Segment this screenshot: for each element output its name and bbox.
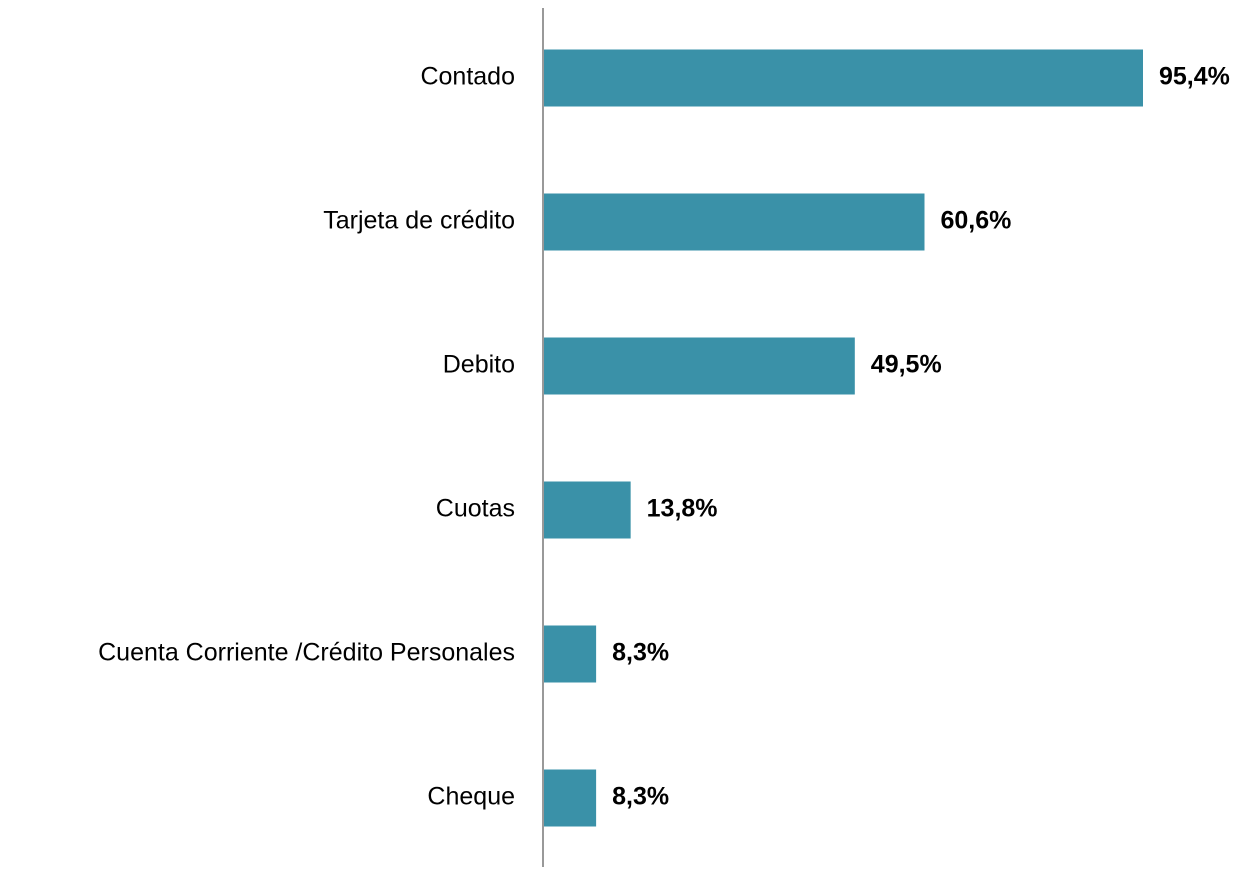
value-label: 49,5% (871, 351, 942, 379)
value-label: 60,6% (940, 207, 1011, 235)
category-label: Contado (420, 63, 515, 91)
bar (544, 337, 855, 395)
bar (544, 193, 925, 251)
bar (544, 481, 631, 539)
category-label: Cuotas (436, 495, 515, 523)
category-label: Tarjeta de crédito (323, 207, 515, 235)
value-label: 95,4% (1159, 63, 1230, 91)
bar (544, 625, 597, 683)
category-label: Cuenta Corriente /Crédito Personales (98, 639, 515, 667)
category-label: Debito (443, 351, 515, 379)
value-label: 8,3% (612, 639, 669, 667)
value-label: 13,8% (647, 495, 718, 523)
bar (544, 769, 597, 827)
bar (544, 49, 1143, 107)
category-label: Cheque (427, 783, 515, 811)
value-label: 8,3% (612, 783, 669, 811)
